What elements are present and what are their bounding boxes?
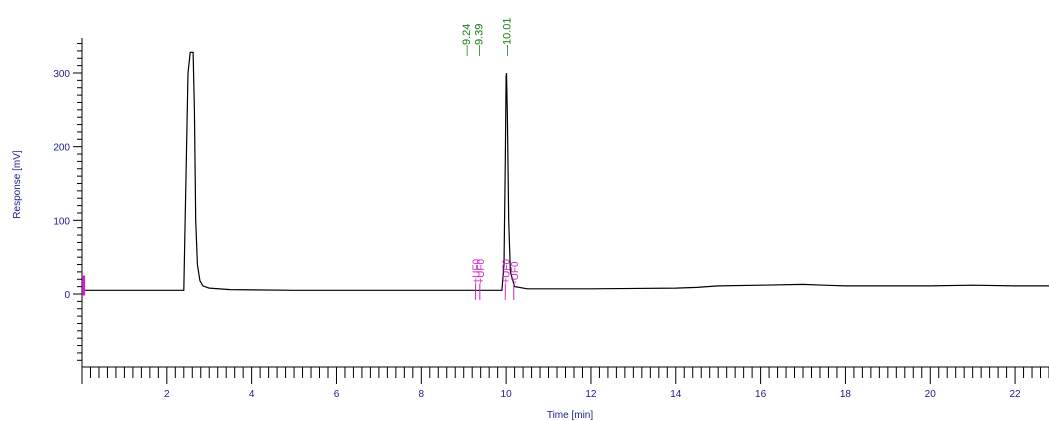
event-marker-label: -UF0	[510, 261, 521, 284]
x-tick-label: 22	[1010, 389, 1022, 400]
event-marker-label: +UF0	[476, 259, 487, 284]
x-tick-label: 18	[840, 389, 852, 400]
peak-label: —10.01	[502, 17, 514, 56]
x-tick-label: 8	[419, 389, 425, 400]
x-tick-label: 16	[755, 389, 767, 400]
y-tick-label: 0	[64, 290, 70, 301]
start-marker	[82, 275, 86, 296]
x-tick-label: 10	[501, 389, 513, 400]
y-tick-label: 300	[53, 69, 70, 80]
axes-layer: 0 100 200 300 2 4 6 8 10 12 14 16 18 20 22	[53, 38, 1049, 400]
trace-layer	[82, 51, 1049, 291]
peak-label: —9.39	[473, 24, 485, 56]
x-tick-label: 20	[925, 389, 937, 400]
x-tick-label: 12	[585, 389, 597, 400]
event-marker-label: +UF0	[501, 259, 512, 284]
chromatogram-trace	[82, 51, 1049, 291]
marker-layer: —9.24 —9.39 —10.01+UF0+UF0 +UF0-UF0	[82, 17, 521, 300]
x-tick-label: 4	[249, 389, 255, 400]
x-tick-label: 6	[334, 389, 340, 400]
x-axis-label: Time [min]	[547, 410, 594, 421]
y-tick-label: 200	[53, 143, 70, 154]
x-tick-label: 2	[164, 389, 170, 400]
y-tick-label: 100	[53, 216, 70, 227]
peak-label: —9.24	[461, 24, 473, 56]
y-axis-label: Response [mV]	[12, 150, 23, 219]
x-tick-label: 14	[670, 389, 682, 400]
event-marker-label: +UF0	[472, 259, 483, 284]
